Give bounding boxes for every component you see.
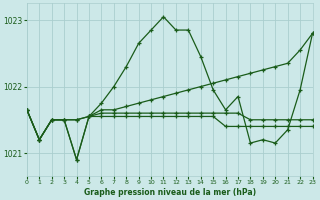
X-axis label: Graphe pression niveau de la mer (hPa): Graphe pression niveau de la mer (hPa)	[84, 188, 256, 197]
